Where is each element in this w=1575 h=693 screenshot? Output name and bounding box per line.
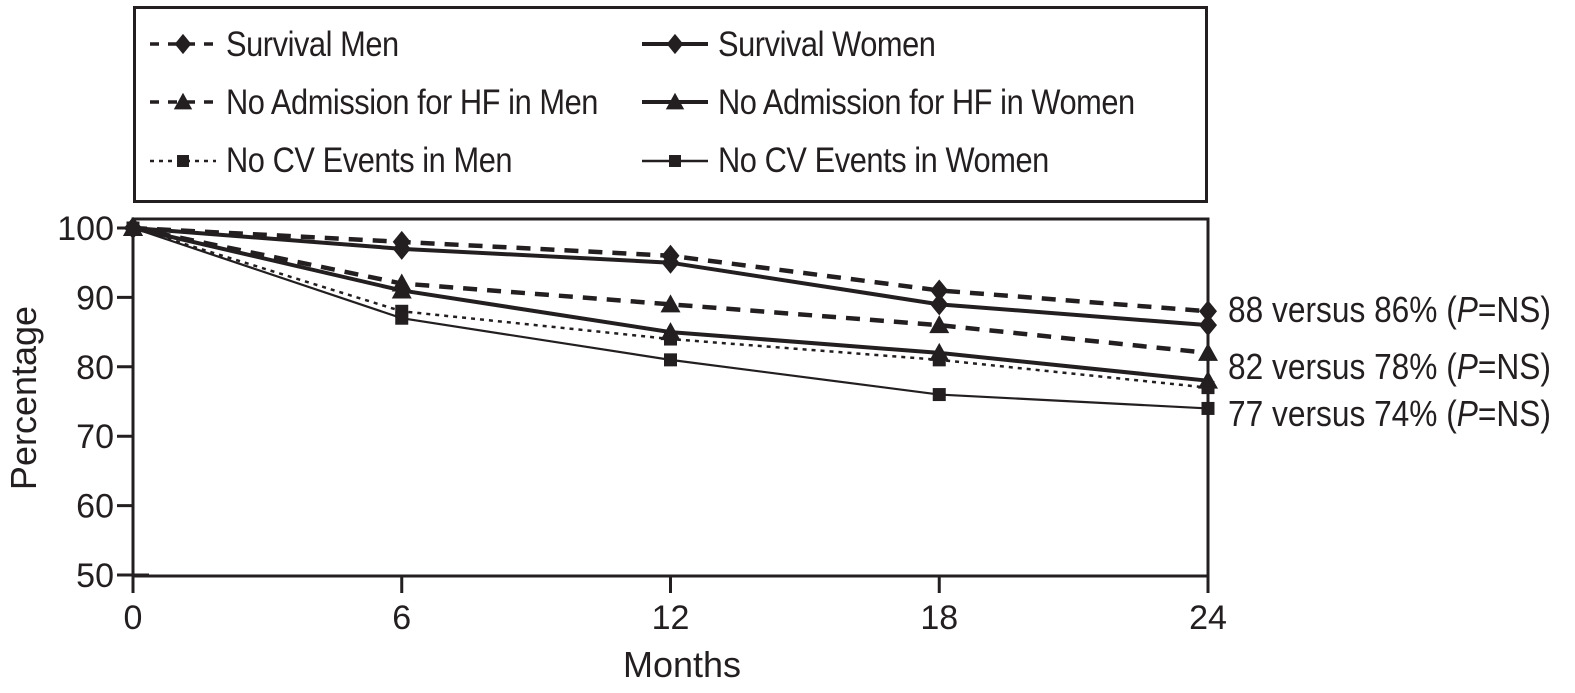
diamond-marker-icon	[392, 237, 411, 260]
diamond-marker-icon	[1199, 300, 1217, 323]
triangle-marker-icon	[929, 315, 950, 334]
diamond-marker-icon	[1199, 314, 1217, 337]
x-axis-title: Months	[623, 644, 741, 685]
y-axis-title: Percentage	[3, 306, 44, 490]
x-tick-label: 18	[920, 599, 958, 637]
legend-label: No Admission for HF in Women	[718, 82, 1135, 122]
diamond-solid-line-icon	[642, 34, 708, 55]
x-tick-label: 6	[392, 599, 411, 637]
square-dotted-line-icon	[150, 154, 216, 167]
diamond-marker-icon	[930, 293, 949, 316]
y-tick-label: 70	[76, 418, 114, 456]
annotation-line: 88 versus 86% (P=NS)	[1228, 290, 1551, 330]
y-tick-label: 100	[57, 210, 114, 248]
diamond-marker-icon	[174, 34, 192, 55]
square-marker-icon	[395, 311, 409, 325]
y-tick-label: 50	[76, 557, 114, 595]
y-tick-label: 90	[76, 279, 114, 317]
legend-label: Survival Women	[718, 24, 936, 64]
triangle-marker-icon	[660, 294, 681, 313]
annotation-line: 82 versus 78% (P=NS)	[1228, 347, 1551, 387]
diamond-dashed-line-icon	[150, 34, 216, 55]
annotation-text: 82 versus 78% (	[1228, 347, 1457, 387]
legend-label: No Admission for HF in Men	[226, 82, 598, 122]
x-tick-label: 0	[124, 599, 143, 637]
square-marker-icon	[1201, 381, 1215, 395]
legend-label: No CV Events in Men	[226, 141, 513, 181]
square-marker-icon	[664, 332, 677, 346]
legend-entry-survival-men: Survival Men	[149, 26, 641, 62]
plot-frame	[131, 217, 1210, 578]
legend: Survival Men Survival Women No Admission f…	[136, 9, 1205, 200]
annotation-text: 88 versus 86% (	[1228, 290, 1457, 330]
annotation-text: =NS)	[1478, 394, 1551, 434]
square-marker-icon	[177, 154, 189, 167]
square-marker-icon	[932, 388, 946, 402]
x-tick-label: 24	[1189, 599, 1227, 637]
x-tick-label: 12	[652, 599, 690, 637]
legend-label: Survival Men	[226, 24, 399, 64]
square-marker-icon	[126, 221, 140, 235]
square-marker-icon	[664, 353, 677, 367]
legend-entry-no-admission-for-hf-in-men: No Admission for HF in Men	[149, 84, 641, 120]
legend-label: No CV Events in Women	[718, 141, 1049, 181]
legend-entry-no-admission-for-hf-in-women: No Admission for HF in Women	[641, 84, 1201, 120]
triangle-marker-icon	[391, 280, 412, 299]
annotation-line: 77 versus 74% (P=NS)	[1228, 394, 1551, 434]
triangle-solid-line-icon	[642, 93, 708, 110]
legend-entry-no-cv-events-in-men: No CV Events in Men	[149, 143, 641, 179]
square-solid-thin-line-icon	[642, 154, 708, 167]
annotation-p-value: P	[1457, 290, 1478, 330]
diamond-marker-icon	[661, 251, 680, 274]
annotation-p-value: P	[1457, 347, 1478, 387]
y-tick-label: 60	[76, 488, 114, 526]
annotation-text: =NS)	[1478, 347, 1551, 387]
annotation-p-value: P	[1457, 394, 1478, 434]
legend-entry-no-cv-events-in-women: No CV Events in Women	[641, 143, 1201, 179]
triangle-marker-icon	[665, 93, 685, 110]
triangle-marker-icon	[173, 93, 193, 110]
triangle-dashed-line-icon	[150, 93, 216, 110]
legend-box: Survival Men Survival Women No Admission f…	[133, 6, 1208, 203]
square-marker-icon	[932, 353, 946, 367]
legend-entry-survival-women: Survival Women	[641, 26, 1201, 62]
diamond-marker-icon	[930, 279, 949, 302]
diamond-marker-icon	[666, 34, 684, 55]
y-tick-label: 80	[76, 349, 114, 387]
square-marker-icon	[1201, 401, 1215, 415]
square-marker-icon	[669, 154, 681, 167]
annotation-text: =NS)	[1478, 290, 1551, 330]
annotation-text: 77 versus 74% (	[1228, 394, 1457, 434]
triangle-marker-icon	[1198, 342, 1218, 361]
